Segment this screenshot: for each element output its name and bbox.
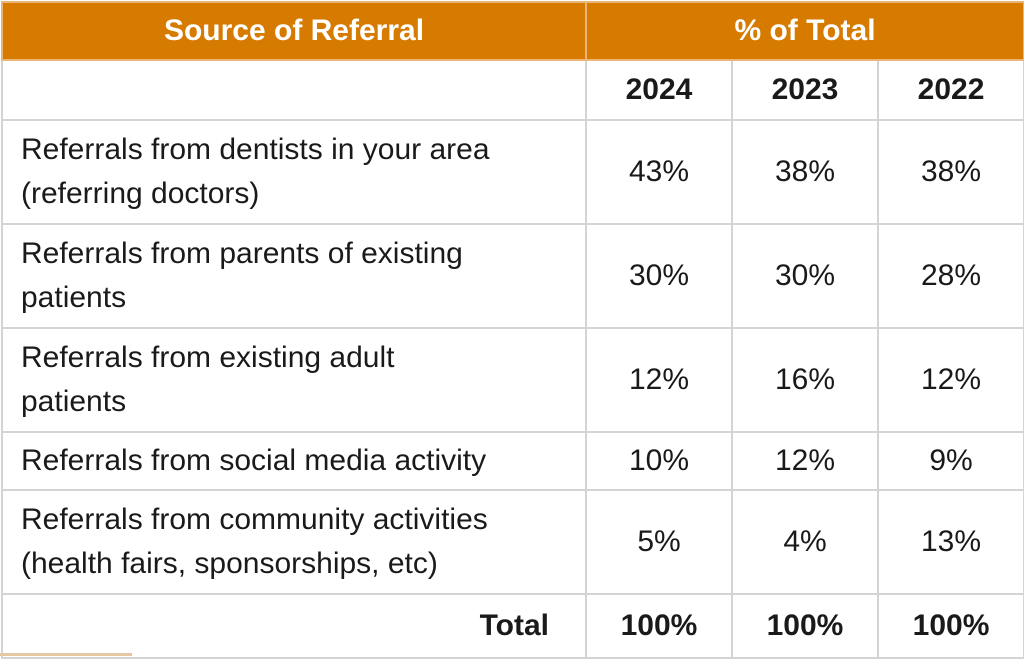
row-label: Referrals from parents of existing patien… bbox=[1, 223, 587, 329]
row-label: Referrals from social media activity bbox=[1, 431, 587, 491]
total-2022: 100% bbox=[876, 593, 1024, 659]
value-2024: 5% bbox=[585, 489, 733, 595]
table-row: Referrals from parents of existing patien… bbox=[1, 223, 1024, 329]
value-2024: 10% bbox=[585, 431, 733, 491]
value-2022: 9% bbox=[876, 431, 1024, 491]
table-row: Referrals from social media activity 10%… bbox=[1, 431, 1024, 491]
row-label-line2: patients bbox=[21, 385, 127, 418]
year-2023: 2023 bbox=[731, 59, 879, 121]
row-label-line2: (referring doctors) bbox=[21, 177, 260, 210]
year-row-blank bbox=[1, 59, 587, 121]
year-2022: 2022 bbox=[876, 59, 1024, 121]
row-label: Referrals from community activities (heal… bbox=[1, 489, 587, 595]
value-2023: 30% bbox=[731, 223, 879, 329]
row-label-line1: Referrals from dentists in your area bbox=[21, 133, 490, 166]
table-row: Referrals from community activities (heal… bbox=[1, 489, 1024, 595]
table-row: Referrals from existing adult patients 12… bbox=[1, 327, 1024, 433]
value-2023: 12% bbox=[731, 431, 879, 491]
source-of-referral-header: Source of Referral bbox=[1, 1, 587, 61]
year-row: 2024 2023 2022 bbox=[1, 59, 1024, 121]
row-label-line1: Referrals from parents of existing bbox=[21, 237, 463, 270]
total-2024: 100% bbox=[585, 593, 733, 659]
row-label-line1: Referrals from community activities bbox=[21, 503, 488, 536]
row-label-line2: patients bbox=[21, 281, 127, 314]
table-row: Referrals from dentists in your area (ref… bbox=[1, 119, 1024, 225]
value-2022: 28% bbox=[876, 223, 1024, 329]
total-label: Total bbox=[1, 593, 587, 659]
year-2024: 2024 bbox=[585, 59, 733, 121]
total-row: Total 100% 100% 100% bbox=[1, 593, 1024, 659]
value-2022: 12% bbox=[876, 327, 1024, 433]
value-2024: 12% bbox=[585, 327, 733, 433]
value-2023: 4% bbox=[731, 489, 879, 595]
value-2023: 16% bbox=[731, 327, 879, 433]
row-label-line2: (health fairs, sponsorships, etc) bbox=[21, 547, 438, 580]
row-label: Referrals from dentists in your area (ref… bbox=[1, 119, 587, 225]
value-2023: 38% bbox=[731, 119, 879, 225]
percent-of-total-header: % of Total bbox=[584, 1, 1024, 61]
value-2024: 30% bbox=[585, 223, 733, 329]
total-2023: 100% bbox=[731, 593, 879, 659]
bottom-edge-accent bbox=[0, 653, 132, 656]
value-2024: 43% bbox=[585, 119, 733, 225]
row-label-line1: Referrals from existing adult bbox=[21, 341, 395, 374]
value-2022: 13% bbox=[876, 489, 1024, 595]
value-2022: 38% bbox=[876, 119, 1024, 225]
row-label: Referrals from existing adult patients bbox=[1, 327, 587, 433]
header-row: Source of Referral % of Total bbox=[1, 1, 1024, 61]
